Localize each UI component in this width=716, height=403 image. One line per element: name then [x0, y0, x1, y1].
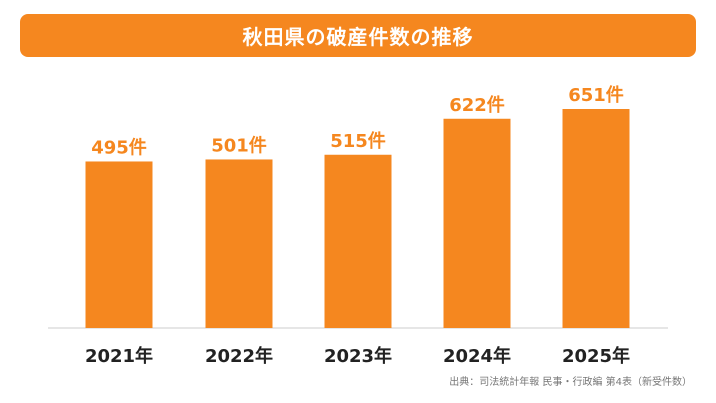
bar-2 [205, 159, 273, 328]
bar-3 [324, 154, 392, 328]
value-label-2: 501件 [211, 134, 267, 156]
bar-5 [562, 109, 630, 328]
value-label-4: 622件 [449, 94, 505, 116]
value-label-5: 651件 [568, 84, 624, 106]
category-label-1: 2021年 [85, 345, 153, 367]
source-note: 出典：司法統計年報 民事・行政編 第4表（新受件数） [449, 377, 692, 388]
bar-1 [85, 161, 153, 328]
category-label-5: 2025年 [562, 345, 630, 367]
value-label-1: 495件 [91, 136, 147, 158]
category-label-2: 2022年 [205, 345, 273, 367]
bar-4 [443, 118, 511, 328]
chart-title-banner: 秋田県の破産件数の推移 [20, 14, 696, 57]
category-label-3: 2023年 [324, 345, 392, 367]
chart-title: 秋田県の破産件数の推移 [242, 25, 474, 49]
category-label-4: 2024年 [443, 345, 511, 367]
value-label-3: 515件 [330, 130, 386, 152]
